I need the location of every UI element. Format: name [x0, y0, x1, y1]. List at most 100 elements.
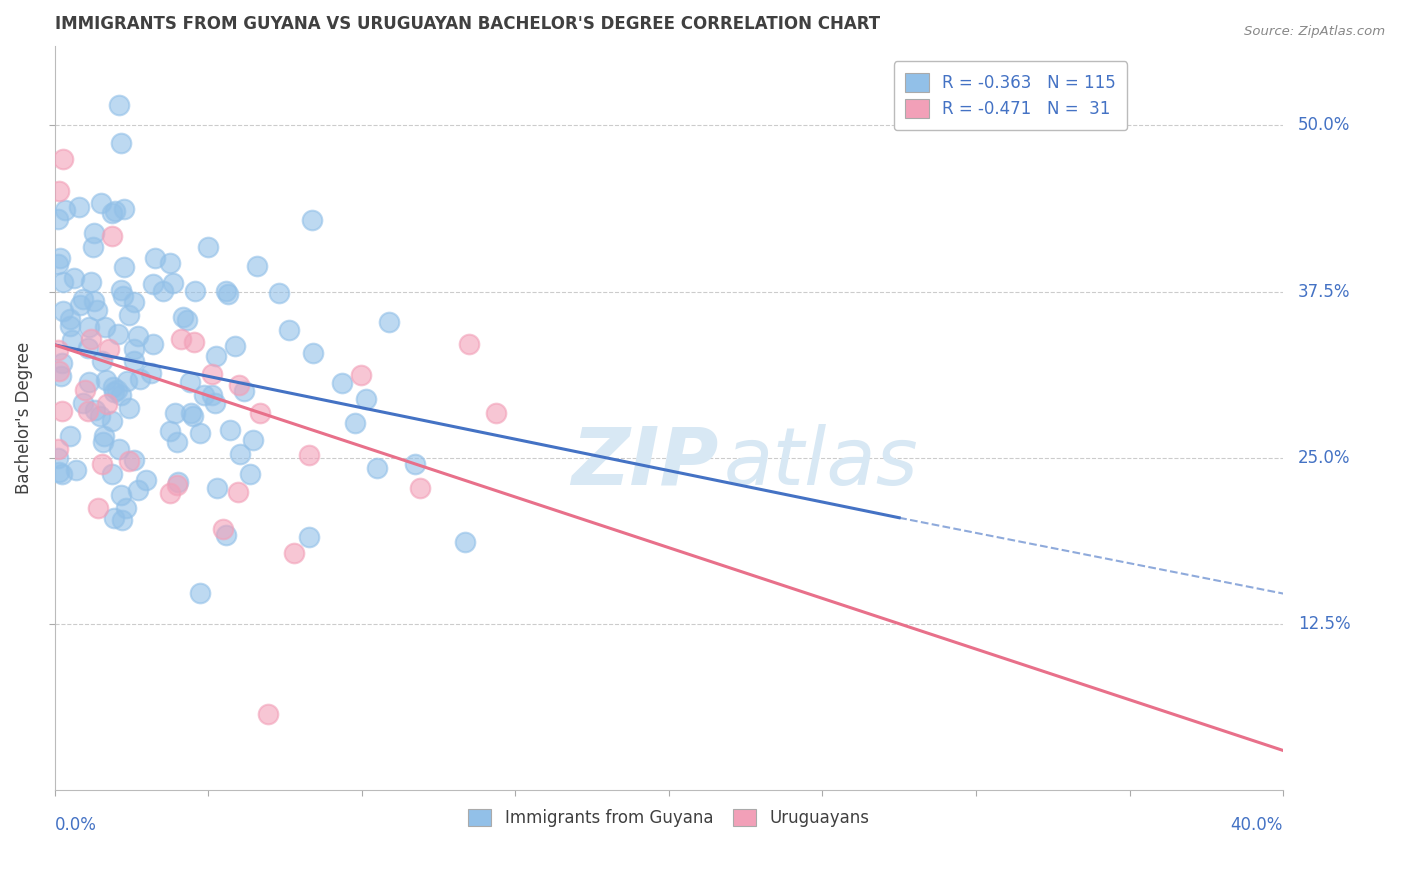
Text: 40.0%: 40.0%: [1230, 816, 1284, 834]
Text: 37.5%: 37.5%: [1298, 283, 1350, 301]
Text: 0.0%: 0.0%: [55, 816, 97, 834]
Point: [76, 404, 98, 418]
Point: [46, 256, 69, 270]
Point: [298, 530, 321, 544]
Point: [93, 429, 115, 443]
Point: [165, 406, 187, 420]
Point: [63, 271, 86, 285]
Point: [108, 442, 131, 457]
Point: [122, 294, 145, 309]
Text: IMMIGRANTS FROM GUYANA VS URUGUAYAN BACHELOR'S DEGREE CORRELATION CHART: IMMIGRANTS FROM GUYANA VS URUGUAYAN BACH…: [55, 15, 880, 33]
Point: [159, 486, 181, 500]
Point: [46, 451, 69, 466]
Point: [118, 308, 141, 322]
Point: [77, 375, 100, 389]
Point: [59, 312, 82, 326]
Point: [86, 303, 108, 318]
Point: [59, 429, 82, 443]
Point: [101, 229, 124, 244]
Point: [201, 388, 224, 402]
Point: [101, 205, 124, 219]
Point: [224, 339, 246, 353]
Text: 50.0%: 50.0%: [1298, 117, 1350, 135]
Point: [90, 457, 112, 471]
Text: Source: ZipAtlas.com: Source: ZipAtlas.com: [1244, 25, 1385, 38]
Point: [51, 467, 73, 481]
Point: [129, 372, 152, 386]
Point: [204, 396, 226, 410]
Point: [188, 585, 211, 599]
Point: [72, 292, 94, 306]
Point: [110, 488, 132, 502]
Point: [217, 287, 239, 301]
Point: [215, 284, 238, 298]
Point: [139, 366, 162, 380]
Point: [214, 528, 236, 542]
Legend: Immigrants from Guyana, Uruguayans: Immigrants from Guyana, Uruguayans: [461, 803, 876, 834]
Point: [298, 448, 321, 462]
Point: [485, 406, 508, 420]
Point: [80, 332, 103, 346]
Point: [218, 423, 240, 437]
Point: [212, 522, 235, 536]
Point: [143, 251, 166, 265]
Point: [93, 320, 115, 334]
Point: [49, 251, 72, 265]
Point: [180, 406, 202, 420]
Point: [183, 334, 205, 349]
Point: [242, 433, 264, 447]
Point: [166, 435, 188, 450]
Point: [159, 424, 181, 438]
Point: [46, 343, 69, 357]
Point: [124, 342, 146, 356]
Point: [454, 534, 477, 549]
Point: [111, 512, 134, 526]
Point: [159, 256, 181, 270]
Point: [82, 239, 104, 253]
Point: [65, 463, 87, 477]
Point: [52, 152, 75, 166]
Point: [52, 275, 75, 289]
Point: [183, 284, 205, 298]
Point: [93, 434, 115, 449]
Point: [53, 203, 76, 218]
Point: [94, 373, 117, 387]
Point: [79, 319, 101, 334]
Point: [344, 417, 367, 431]
Point: [72, 396, 94, 410]
Point: [103, 510, 125, 524]
Point: [142, 337, 165, 351]
Point: [166, 478, 188, 492]
Point: [67, 201, 90, 215]
Point: [46, 212, 69, 227]
Point: [233, 384, 256, 399]
Point: [110, 136, 132, 150]
Point: [127, 329, 149, 343]
Point: [60, 334, 83, 348]
Point: [112, 202, 135, 217]
Point: [46, 442, 69, 457]
Y-axis label: Bachelor's Degree: Bachelor's Degree: [15, 342, 32, 494]
Point: [69, 298, 91, 312]
Point: [103, 204, 125, 219]
Point: [87, 501, 110, 516]
Text: 12.5%: 12.5%: [1298, 615, 1351, 633]
Point: [172, 310, 194, 325]
Point: [228, 447, 250, 461]
Point: [152, 284, 174, 298]
Point: [89, 409, 111, 424]
Point: [122, 353, 145, 368]
Point: [110, 283, 132, 297]
Point: [228, 378, 250, 392]
Point: [59, 318, 82, 333]
Point: [101, 380, 124, 394]
Point: [188, 426, 211, 441]
Point: [105, 383, 128, 397]
Point: [167, 475, 190, 490]
Point: [378, 315, 401, 329]
Text: ZIP: ZIP: [571, 424, 718, 501]
Point: [176, 313, 198, 327]
Point: [103, 385, 125, 400]
Point: [179, 375, 201, 389]
Point: [80, 275, 103, 289]
